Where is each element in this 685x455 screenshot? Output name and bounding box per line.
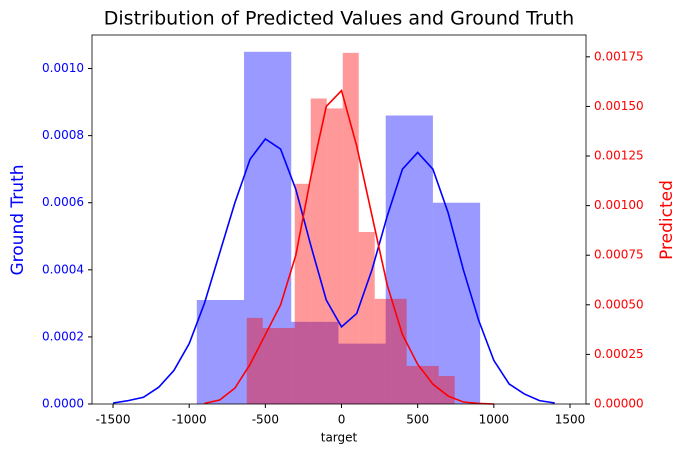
histogram-bar	[374, 298, 391, 404]
y-tick-label: 0.0008	[42, 128, 84, 142]
y-axis-label: Ground Truth	[8, 164, 28, 275]
y2-tick-label: 0.00000	[594, 397, 644, 411]
y-tick-label: 0.0004	[42, 262, 84, 276]
y2-axis-label: Predicted	[657, 180, 677, 260]
histogram-bar	[432, 202, 481, 404]
histogram-bar	[244, 51, 292, 404]
x-tick-label: -500	[252, 413, 279, 427]
y2-tick-label: 0.00100	[594, 198, 644, 212]
histogram-bar	[262, 328, 279, 404]
y2-tick-label: 0.00150	[594, 99, 644, 113]
y2-tick-label: 0.00125	[594, 149, 644, 163]
y-tick-label: 0.0000	[42, 397, 84, 411]
kde-line	[112, 137, 555, 404]
plot-frame	[91, 34, 587, 405]
histogram-bar	[385, 115, 433, 404]
x-tick-label: -1000	[172, 413, 207, 427]
x-axis-label: target	[321, 431, 358, 445]
x-tick-label: 1500	[555, 413, 586, 427]
x-tick-label: 1000	[479, 413, 510, 427]
histogram-bar	[422, 365, 439, 404]
histogram-bar	[278, 328, 295, 404]
y2-tick-label: 0.00025	[594, 347, 644, 361]
y-tick-label: 0.0010	[42, 61, 84, 75]
histogram-bar	[310, 98, 327, 404]
kde-line	[204, 88, 494, 405]
y2-tick-label: 0.00075	[594, 248, 644, 262]
histogram-bar	[196, 300, 245, 404]
y-tick-label: 0.0002	[42, 329, 84, 343]
y2-tick-label: 0.00175	[594, 49, 644, 63]
x-tick-label: 500	[406, 413, 429, 427]
y2-tick-label: 0.00050	[594, 297, 644, 311]
histogram-bar	[326, 108, 343, 404]
chart-title: Distribution of Predicted Values and Gro…	[104, 8, 574, 30]
x-tick-label: 0	[338, 413, 346, 427]
histogram-bar	[291, 321, 339, 404]
histogram-bar	[358, 231, 375, 404]
histogram-bar	[406, 365, 423, 404]
histogram-bar	[390, 298, 407, 404]
y-tick-label: 0.0006	[42, 195, 84, 209]
histogram-bar	[246, 317, 263, 404]
histogram-bar	[338, 343, 386, 404]
x-tick-label: -1500	[96, 413, 131, 427]
